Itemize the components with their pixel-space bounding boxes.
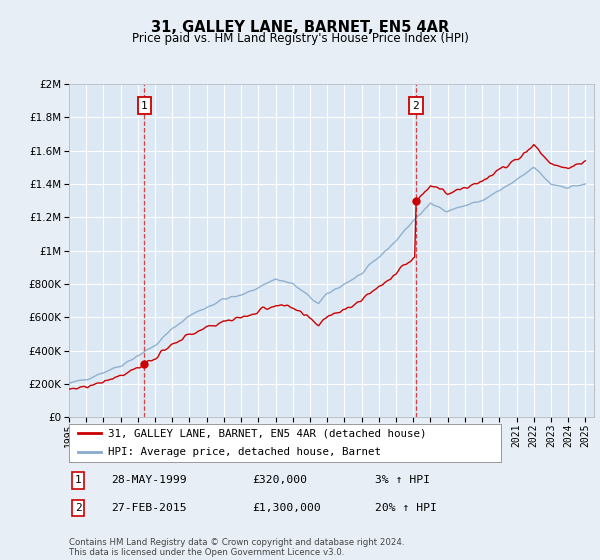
Text: Price paid vs. HM Land Registry's House Price Index (HPI): Price paid vs. HM Land Registry's House … (131, 32, 469, 45)
Text: 28-MAY-1999: 28-MAY-1999 (111, 475, 187, 486)
Text: £320,000: £320,000 (252, 475, 307, 486)
Text: 27-FEB-2015: 27-FEB-2015 (111, 503, 187, 513)
Text: 31, GALLEY LANE, BARNET, EN5 4AR (detached house): 31, GALLEY LANE, BARNET, EN5 4AR (detach… (108, 428, 427, 438)
Text: Contains HM Land Registry data © Crown copyright and database right 2024.
This d: Contains HM Land Registry data © Crown c… (69, 538, 404, 557)
Text: 1: 1 (141, 101, 148, 111)
Text: £1,300,000: £1,300,000 (252, 503, 321, 513)
Text: 31, GALLEY LANE, BARNET, EN5 4AR: 31, GALLEY LANE, BARNET, EN5 4AR (151, 20, 449, 35)
Text: 1: 1 (74, 475, 82, 486)
Text: 2: 2 (74, 503, 82, 513)
Text: 3% ↑ HPI: 3% ↑ HPI (375, 475, 430, 486)
Text: 20% ↑ HPI: 20% ↑ HPI (375, 503, 437, 513)
Text: 2: 2 (412, 101, 419, 111)
Text: HPI: Average price, detached house, Barnet: HPI: Average price, detached house, Barn… (108, 447, 381, 458)
